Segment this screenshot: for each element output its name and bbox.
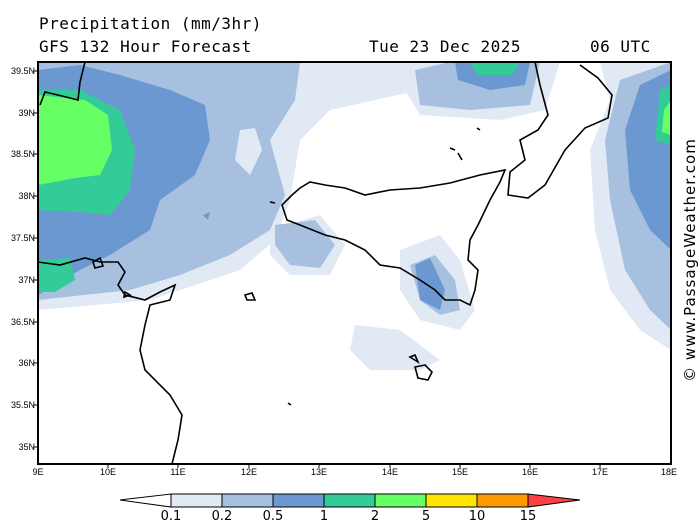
legend-label: 10 [468, 509, 486, 524]
legend-colorbar [119, 493, 581, 508]
lat-label: 39.5N [10, 66, 35, 76]
precip-dry-patch [235, 128, 262, 175]
legend-label: 0.1 [160, 509, 182, 524]
legend-label: 0.5 [262, 509, 284, 524]
legend-label: 2 [370, 509, 380, 524]
lon-label: 14E [381, 467, 399, 477]
lon-label: 9E [32, 467, 44, 477]
lon-label: 15E [451, 467, 469, 477]
map-title: Precipitation (mm/3hr) [39, 14, 262, 33]
axis-ticks [33, 70, 601, 468]
lat-label: 37N [18, 275, 35, 285]
lon-label: 10E [99, 467, 117, 477]
coastlines [38, 62, 613, 464]
precip-2 [38, 95, 671, 185]
lon-label: 11E [170, 467, 186, 477]
lat-label: 36N [18, 358, 35, 368]
legend-label: 0.2 [211, 509, 233, 524]
lat-label: 36.5N [10, 317, 35, 327]
legend-label: 1 [319, 509, 329, 524]
map-frame [37, 61, 672, 465]
lon-label: 18E [660, 467, 678, 477]
lat-label: 38N [18, 191, 35, 201]
lat-label: 35N [18, 442, 35, 452]
lat-label: 38.5N [10, 149, 35, 159]
lat-label: 37.5N [10, 233, 35, 243]
forecast-date: Tue 23 Dec 2025 [369, 37, 521, 56]
lon-label: 12E [240, 467, 258, 477]
legend-label: 15 [519, 509, 537, 524]
lon-label: 17E [591, 467, 609, 477]
watermark: © www.PassageWeather.com [681, 138, 699, 382]
forecast-time: 06 UTC [590, 37, 651, 56]
lon-label: 16E [521, 467, 539, 477]
legend-label: 5 [421, 509, 431, 524]
lon-label: 13E [310, 467, 328, 477]
forecast-model: GFS 132 Hour Forecast [39, 37, 252, 56]
lat-label: 39N [18, 108, 35, 118]
lat-label: 35.5N [10, 400, 35, 410]
